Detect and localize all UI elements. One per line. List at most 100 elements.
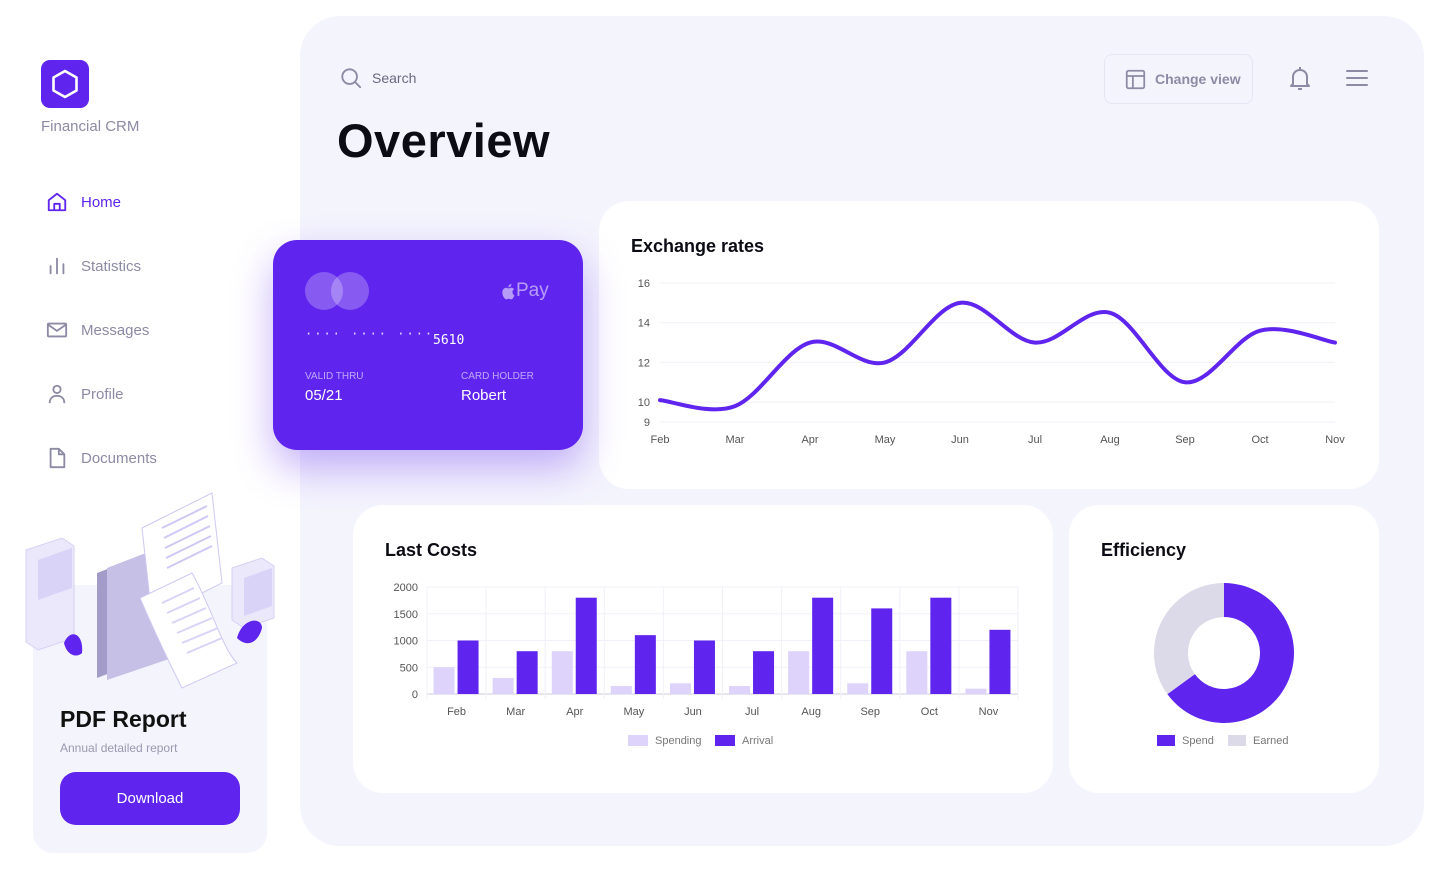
sidebar-item-label: Documents bbox=[81, 449, 157, 467]
home-icon bbox=[45, 190, 69, 214]
card-holder-value: Robert bbox=[461, 387, 507, 404]
card-brand-circle-left bbox=[305, 272, 343, 310]
y-tick-label: 10 bbox=[638, 397, 650, 409]
efficiency-chart: Spend Earned bbox=[1154, 583, 1294, 747]
change-view-label: Change view bbox=[1155, 71, 1241, 87]
efficiency-card bbox=[1069, 505, 1379, 793]
card-brand-circle-right bbox=[331, 272, 369, 310]
x-tick-label: Jul bbox=[1028, 434, 1042, 446]
sidebar-item-label: Statistics bbox=[81, 257, 142, 275]
donut-slice-spend bbox=[1167, 583, 1294, 723]
x-tick-label: Oct bbox=[921, 706, 938, 718]
bar-arrival bbox=[516, 651, 538, 694]
exchange-rate-line bbox=[658, 300, 1337, 412]
x-tick-label: Jun bbox=[684, 706, 702, 718]
exchange-rates-chart: 9 10 12 14 16 Feb Mar Apr May Jun Jul Aug Sep Oct Nov bbox=[638, 278, 1346, 446]
change-view-button[interactable]: Change view bbox=[1104, 54, 1253, 104]
legend-label-arrival: Arrival bbox=[742, 735, 773, 747]
legend-swatch-spend bbox=[1157, 735, 1175, 746]
app-logo[interactable] bbox=[41, 60, 89, 108]
legend-swatch-arrival bbox=[715, 735, 735, 746]
y-tick-label: 2000 bbox=[394, 582, 418, 594]
legend-label-spend: Spend bbox=[1182, 735, 1214, 747]
bar-arrival bbox=[634, 635, 656, 694]
credit-card[interactable]: Pay ···· ···· ···· 5610 VALID THRU 05/21… bbox=[273, 240, 583, 450]
y-tick-label: 1000 bbox=[394, 636, 418, 648]
sidebar-item-documents[interactable]: Documents bbox=[45, 441, 157, 475]
x-tick-label: Feb bbox=[651, 434, 670, 446]
sidebar-item-label: Home bbox=[81, 193, 122, 211]
pay-label: Pay bbox=[516, 280, 549, 301]
user-icon bbox=[45, 382, 69, 406]
bar-arrival bbox=[812, 597, 834, 694]
page-title: Overview bbox=[337, 114, 551, 167]
last-costs-title: Last Costs bbox=[385, 540, 478, 560]
search-icon bbox=[341, 68, 362, 89]
card-last4: 5610 bbox=[433, 333, 465, 348]
mail-icon bbox=[45, 318, 69, 342]
valid-thru-label: VALID THRU bbox=[305, 371, 364, 382]
bar-spending bbox=[788, 651, 810, 694]
menu-button[interactable] bbox=[1345, 68, 1369, 93]
hexagon-icon bbox=[52, 69, 78, 99]
y-tick-label: 9 bbox=[644, 417, 650, 429]
bar-arrival bbox=[753, 651, 775, 694]
bar-spending bbox=[433, 667, 455, 694]
y-tick-label: 500 bbox=[400, 662, 418, 674]
sidebar-item-profile[interactable]: Profile bbox=[45, 377, 157, 411]
x-tick-label: Sep bbox=[860, 706, 880, 718]
bar-arrival bbox=[871, 608, 893, 694]
bar-spending bbox=[906, 651, 928, 694]
search-input[interactable] bbox=[372, 70, 532, 86]
bar-spending bbox=[492, 677, 514, 694]
card-holder-label: CARD HOLDER bbox=[461, 371, 534, 382]
bell-icon bbox=[1290, 67, 1310, 90]
bar-arrival bbox=[930, 597, 952, 694]
efficiency-title: Efficiency bbox=[1101, 540, 1187, 560]
document-icon bbox=[45, 446, 69, 470]
search-bar[interactable] bbox=[340, 67, 532, 89]
x-tick-label: Aug bbox=[801, 706, 821, 718]
y-tick-label: 0 bbox=[412, 689, 418, 701]
x-tick-label: Apr bbox=[566, 706, 583, 718]
sidebar-nav: Home Statistics Messages Profile Documen… bbox=[45, 185, 157, 505]
x-tick-label: Jul bbox=[745, 706, 759, 718]
sidebar-item-home[interactable]: Home bbox=[45, 185, 157, 219]
x-tick-label: Nov bbox=[979, 706, 999, 718]
pdf-report-title: PDF Report bbox=[60, 706, 187, 732]
download-button[interactable]: Download bbox=[60, 772, 240, 825]
legend-label-spending: Spending bbox=[655, 735, 702, 747]
legend-label-earned: Earned bbox=[1253, 735, 1288, 747]
x-tick-label: Jun bbox=[951, 434, 969, 446]
apple-pay-logo: Pay bbox=[502, 280, 549, 302]
card-number-mask: ···· ···· ···· bbox=[305, 327, 435, 341]
bar-arrival bbox=[457, 640, 479, 694]
bar-arrival bbox=[989, 629, 1011, 694]
bar-arrival bbox=[693, 640, 715, 694]
x-tick-label: Oct bbox=[1251, 434, 1268, 446]
legend-swatch-earned bbox=[1228, 735, 1246, 746]
pdf-report-subtitle: Annual detailed report bbox=[60, 741, 178, 755]
x-tick-label: Apr bbox=[801, 434, 818, 446]
apple-icon bbox=[502, 283, 515, 299]
sidebar-item-label: Messages bbox=[81, 321, 150, 339]
y-tick-label: 12 bbox=[638, 357, 650, 369]
exchange-rates-title: Exchange rates bbox=[631, 236, 765, 256]
sidebar-item-statistics[interactable]: Statistics bbox=[45, 249, 157, 283]
x-tick-label: May bbox=[623, 706, 644, 718]
hamburger-icon bbox=[1346, 70, 1368, 86]
bar-spending bbox=[669, 683, 691, 694]
exchange-rates-card bbox=[599, 201, 1379, 489]
notification-bell[interactable] bbox=[1288, 66, 1312, 97]
legend-swatch-spending bbox=[628, 735, 648, 746]
brand-name: Financial CRM bbox=[41, 118, 140, 135]
y-tick-label: 16 bbox=[638, 278, 650, 290]
sidebar-item-messages[interactable]: Messages bbox=[45, 313, 157, 347]
x-tick-label: Mar bbox=[726, 434, 745, 446]
y-tick-label: 14 bbox=[638, 318, 650, 330]
y-tick-label: 1500 bbox=[394, 609, 418, 621]
documents-illustration bbox=[25, 492, 275, 689]
bar-spending bbox=[610, 685, 632, 694]
bar-arrival bbox=[575, 597, 597, 694]
x-tick-label: Feb bbox=[447, 706, 466, 718]
